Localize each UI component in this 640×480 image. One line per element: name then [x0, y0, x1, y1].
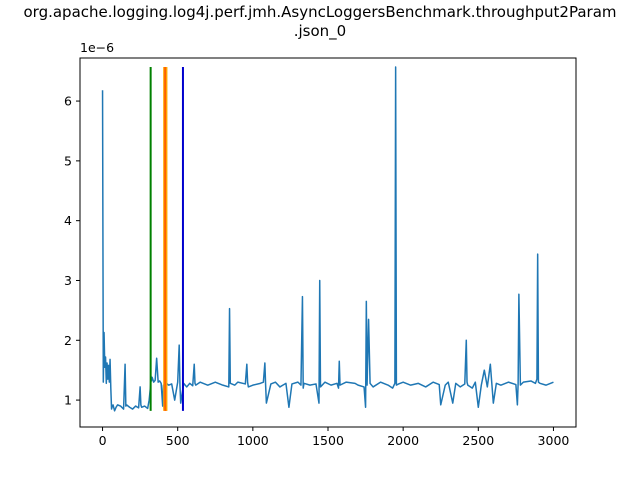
y-axis-offset-text: 1e−6	[80, 40, 114, 55]
x-tick-label: 1000	[237, 433, 269, 448]
chart-title-line-2: .json_0	[294, 22, 346, 41]
y-tick-label: 3	[64, 273, 72, 288]
y-tick-label: 6	[64, 94, 72, 109]
y-tick-label: 2	[64, 333, 72, 348]
x-tick-label: 2500	[462, 433, 494, 448]
x-tick-label: 3000	[538, 433, 570, 448]
x-tick-label: 0	[99, 433, 107, 448]
y-tick-label: 4	[64, 213, 72, 228]
series-line-0	[101, 66, 554, 412]
y-tick-label: 5	[64, 153, 72, 168]
y-axis: 1 2 3 4 5 6	[64, 94, 80, 408]
x-tick-label: 1500	[312, 433, 344, 448]
y-tick-label: 1	[64, 393, 72, 408]
x-tick-label: 2000	[387, 433, 419, 448]
plot-area	[101, 66, 554, 412]
x-tick-label: 500	[166, 433, 190, 448]
x-axis: 0 500 1000 1500 2000 2500 3000	[99, 427, 570, 448]
chart-title-line-1: org.apache.logging.log4j.perf.jmh.AsyncL…	[23, 3, 616, 21]
